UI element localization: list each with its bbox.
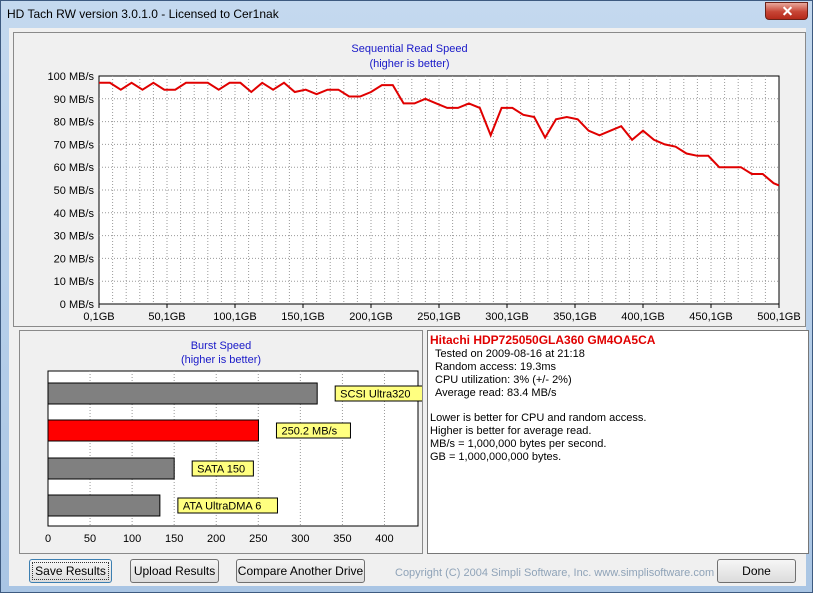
save-results-button[interactable]: Save Results xyxy=(29,559,112,583)
tested-date: Tested on 2009-08-16 at 21:18 xyxy=(435,348,585,360)
burst-bar xyxy=(47,382,318,405)
x-tick-label: 300,1GB xyxy=(485,311,528,323)
y-tick-label: 100 MB/s xyxy=(48,71,95,83)
sequential-read-line xyxy=(99,81,780,187)
burst-x-tick-label: 150 xyxy=(165,533,183,545)
copyright-text: Copyright (C) 2004 Simpli Software, Inc.… xyxy=(395,567,715,579)
upload-results-button[interactable]: Upload Results xyxy=(130,559,219,583)
x-tick-label: 350,1GB xyxy=(553,311,596,323)
x-tick-label: 50,1GB xyxy=(148,311,185,323)
burst-x-tick-label: 100 xyxy=(123,533,141,545)
client-area: Sequential Read Speed (higher is better)… xyxy=(9,28,809,586)
x-tick-label: 450,1GB xyxy=(689,311,732,323)
done-button[interactable]: Done xyxy=(717,559,796,583)
y-tick-label: 80 MB/s xyxy=(54,117,95,129)
burst-x-tick-label: 250 xyxy=(249,533,267,545)
burst-x-tick-label: 200 xyxy=(207,533,225,545)
sequential-title: Sequential Read Speed xyxy=(351,43,468,55)
burst-bar xyxy=(47,419,259,442)
compare-another-drive-button[interactable]: Compare Another Drive xyxy=(236,559,365,583)
burst-bar-label: 250.2 MB/s xyxy=(281,426,337,438)
burst-subtitle: (higher is better) xyxy=(180,354,262,366)
burst-bar-label-box xyxy=(177,497,278,514)
sequential-read-chart: 0 MB/s 10 MB/s 20 MB/s 30 MB/s 40 MB/s 50 MB/… xyxy=(48,71,801,323)
burst-bar-label-box xyxy=(334,385,422,402)
note-lower-better: Lower is better for CPU and random acces… xyxy=(430,412,647,424)
y-tick-label: 20 MB/s xyxy=(54,253,95,265)
y-tick-label: 90 MB/s xyxy=(54,94,95,106)
burst-bar-label-box xyxy=(275,422,351,439)
y-tick-label: 10 MB/s xyxy=(54,276,95,288)
x-tick-label: 150,1GB xyxy=(281,311,324,323)
x-tick-label: 250,1GB xyxy=(417,311,460,323)
x-tick-label: 200,1GB xyxy=(349,311,392,323)
burst-x-tick-label: 400 xyxy=(375,533,393,545)
y-tick-label: 50 MB/s xyxy=(54,185,95,197)
drive-info-panel: Hitachi HDP725050GLA360 GM4OA5CA Tested … xyxy=(427,330,809,554)
y-tick-label: 70 MB/s xyxy=(54,139,95,151)
burst-speed-chart: 0 50 100 150 200 250 300 350 400 SCSI Ultra320 250… xyxy=(45,370,422,545)
note-higher-better: Higher is better for average read. xyxy=(430,425,592,437)
burst-x-tick-label: 350 xyxy=(333,533,351,545)
cpu-utilization: CPU utilization: 3% (+/- 2%) xyxy=(435,374,572,386)
x-tick-label: 0,1GB xyxy=(83,311,114,323)
burst-bar-label: SATA 150 xyxy=(197,464,245,476)
burst-bar-label: ATA UltraDMA 6 xyxy=(183,501,261,513)
note-gb-definition: GB = 1,000,000,000 bytes. xyxy=(430,451,562,463)
note-mbs-definition: MB/s = 1,000,000 bytes per second. xyxy=(430,438,607,450)
window-title: HD Tach RW version 3.0.1.0 - Licensed to… xyxy=(7,7,279,21)
burst-title: Burst Speed xyxy=(190,340,252,352)
average-read: Average read: 83.4 MB/s xyxy=(435,387,557,399)
x-tick-label: 500,1GB xyxy=(757,311,800,323)
y-tick-label: 0 MB/s xyxy=(60,299,95,311)
y-tick-label: 30 MB/s xyxy=(54,231,95,243)
title-bar[interactable]: HD Tach RW version 3.0.1.0 - Licensed to… xyxy=(1,1,812,27)
sequential-subtitle: (higher is better) xyxy=(369,58,450,70)
x-tick-label: 400,1GB xyxy=(621,311,664,323)
burst-x-tick-label: 0 xyxy=(45,533,51,545)
burst-bar-label: SCSI Ultra320 xyxy=(340,389,410,401)
burst-bar xyxy=(47,457,175,480)
burst-bar xyxy=(47,494,161,517)
burst-speed-panel: Burst Speed (higher is better) 0 50 100 150… xyxy=(19,330,423,554)
burst-x-tick-label: 300 xyxy=(291,533,309,545)
sequential-read-panel: Sequential Read Speed (higher is better)… xyxy=(13,32,806,327)
y-tick-label: 60 MB/s xyxy=(54,162,95,174)
burst-x-tick-label: 50 xyxy=(84,533,96,545)
burst-bar-label-box xyxy=(191,460,254,477)
drive-name: Hitachi HDP725050GLA360 GM4OA5CA xyxy=(430,333,656,347)
random-access: Random access: 19.3ms xyxy=(435,361,557,373)
close-icon[interactable] xyxy=(765,2,808,20)
x-tick-label: 100,1GB xyxy=(213,311,256,323)
y-tick-label: 40 MB/s xyxy=(54,208,95,220)
